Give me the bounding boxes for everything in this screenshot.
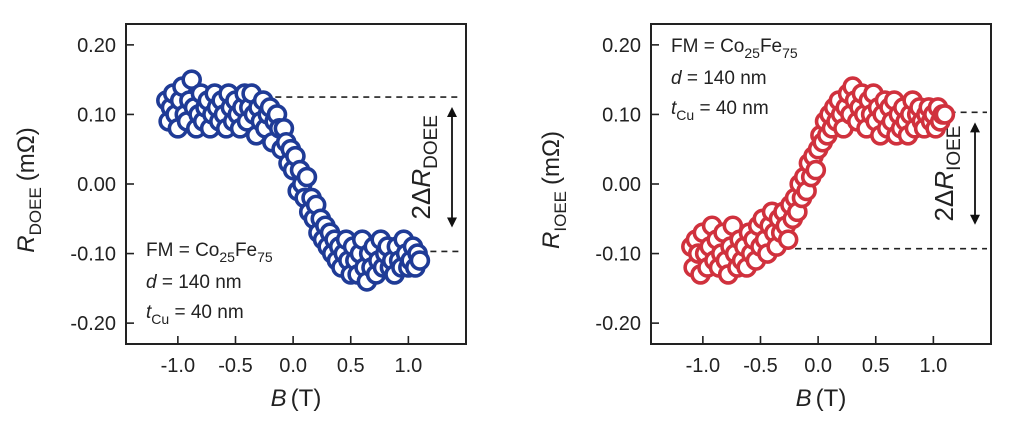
- annotation-fm: FM = Co25Fe75: [671, 36, 798, 61]
- y-tick-label: 0.20: [602, 35, 641, 57]
- x-tick-label: 0.5: [862, 355, 890, 377]
- y-axis-title: RDOEE (mΩ): [13, 127, 45, 252]
- y-tick-label: -0.20: [595, 313, 641, 335]
- annotation-t-rest: = 40 nm: [694, 98, 768, 119]
- annotation-t-sub: Cu: [676, 107, 694, 123]
- y-axis-unit: (mΩ): [13, 127, 40, 181]
- data-point: [777, 229, 799, 250]
- annotation-d: d = 140 nm: [671, 68, 767, 89]
- x-tick-label: 0.0: [279, 355, 307, 377]
- y-tick-label: 0.20: [77, 35, 116, 57]
- x-tick-label: -0.5: [218, 355, 252, 377]
- data-point: [409, 250, 431, 271]
- delta-label: 2ΔRDOEE: [406, 115, 442, 219]
- annotation-fm-prefix: FM = Co: [146, 240, 219, 261]
- x-axis-title: B (T): [796, 385, 847, 412]
- delta-sub: IOEE: [944, 126, 965, 171]
- annotation-t: tCu = 40 nm: [146, 302, 244, 327]
- x-tick-label: 1.0: [919, 355, 947, 377]
- chart-panel-1: 0.20 0.10 0.00 -0.10 -0.20 -1.0 -0.5 0.0 0.5 1.0 B…: [13, 23, 467, 412]
- annotation-t-rest: = 40 nm: [169, 302, 243, 323]
- delta-var: R: [406, 169, 436, 188]
- x-axis-title: B (T): [271, 385, 322, 412]
- data-points: [156, 69, 431, 292]
- data-point: [934, 104, 956, 125]
- y-axis-sub: IOEE: [551, 191, 570, 232]
- delta-arrow-head-down: [447, 217, 457, 228]
- delta-arrow-head-down: [970, 214, 980, 225]
- annotation-d-rest: = 140 nm: [157, 272, 242, 293]
- x-tick-label: 0.0: [804, 355, 832, 377]
- annotation-fm-mid: Fe: [760, 36, 782, 57]
- data-point: [805, 159, 827, 181]
- y-tick-label: -0.10: [595, 244, 641, 266]
- y-tick-label: 0.10: [602, 104, 641, 126]
- y-axis-var: R: [13, 235, 40, 252]
- y-tick-label: 0.00: [77, 174, 116, 196]
- y-axis-title: RIOEE (mΩ): [538, 131, 570, 249]
- annotation-fm-sub2: 75: [782, 45, 798, 61]
- delta-prefix: 2Δ: [406, 188, 436, 220]
- delta-var: R: [929, 171, 959, 190]
- annotation-fm-mid: Fe: [235, 240, 257, 261]
- annotation-t-var: t: [146, 302, 152, 323]
- annotation-t-sub: Cu: [151, 311, 169, 327]
- annotation-d-var: d: [146, 272, 158, 293]
- annotation-fm: FM = Co25Fe75: [146, 240, 273, 265]
- x-tick-label: -1.0: [161, 355, 195, 377]
- x-tick-label: -0.5: [743, 355, 777, 377]
- annotation-d-rest: = 140 nm: [682, 68, 767, 89]
- annotation-d-var: d: [671, 68, 683, 89]
- y-tick-label: 0.00: [602, 174, 641, 196]
- x-tick-label: 0.5: [337, 355, 365, 377]
- y-tick-label: 0.10: [77, 104, 116, 126]
- data-point: [181, 69, 202, 90]
- delta-arrow-head-up: [970, 122, 980, 133]
- y-axis-unit: (mΩ): [538, 131, 565, 185]
- x-tick-label: 1.0: [394, 355, 422, 377]
- annotation-fm-sub2: 75: [257, 249, 273, 265]
- delta-arrow-head-up: [447, 107, 457, 118]
- delta-sub: DOEE: [421, 115, 442, 169]
- annotation-t-var: t: [671, 98, 677, 119]
- annotation-fm-sub1: 25: [219, 249, 235, 265]
- data-point: [296, 166, 318, 188]
- annotation-t: tCu = 40 nm: [671, 98, 769, 123]
- y-axis-sub: DOEE: [26, 187, 45, 235]
- x-axis-unit: (T): [816, 385, 847, 412]
- x-axis-unit: (T): [291, 385, 322, 412]
- delta-label: 2ΔRIOEE: [929, 126, 965, 222]
- y-tick-label: -0.20: [70, 313, 116, 335]
- x-axis-var: B: [271, 385, 287, 412]
- annotation-fm-prefix: FM = Co: [671, 36, 744, 57]
- annotation-fm-sub1: 25: [744, 45, 760, 61]
- chart-panel-2: 0.20 0.10 0.00 -0.10 -0.20 -1.0 -0.5 0.0 0.5 1.0 B…: [538, 23, 992, 412]
- y-tick-label: -0.10: [70, 244, 116, 266]
- y-axis-var: R: [538, 232, 565, 249]
- annotation-d: d = 140 nm: [146, 272, 242, 293]
- delta-prefix: 2Δ: [929, 190, 959, 222]
- x-tick-label: -1.0: [686, 355, 720, 377]
- x-axis-var: B: [796, 385, 812, 412]
- data-points: [681, 76, 956, 285]
